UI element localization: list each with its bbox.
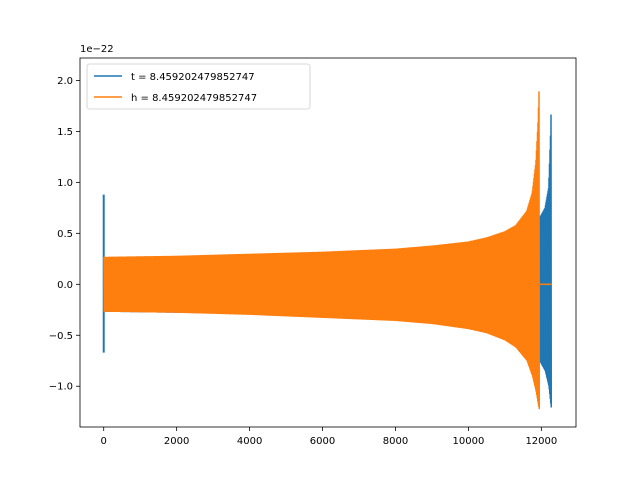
y-tick-label: 1.0 [57, 178, 73, 189]
x-tick-label: 2000 [164, 436, 189, 447]
x-tick-label: 4000 [237, 436, 262, 447]
y-tick-label: −1.0 [49, 382, 73, 393]
x-tick-label: 10000 [453, 436, 485, 447]
axes-frame [79, 57, 577, 428]
legend: t = 8.459202479852747 h = 8.4592024798527… [86, 63, 311, 110]
x-tick-label: 8000 [383, 436, 408, 447]
plot-area [102, 91, 552, 410]
y-offset-text: 1e−22 [80, 44, 114, 55]
y-tick-label: 0.0 [57, 280, 73, 291]
series-1-line [103, 91, 540, 410]
y-tick-label: 2.0 [57, 76, 73, 87]
legend-label-1: h = 8.459202479852747 [131, 93, 257, 104]
legend-label-0: t = 8.459202479852747 [131, 72, 255, 83]
y-tick-label: 0.5 [57, 229, 73, 240]
x-tick-label: 12000 [525, 436, 557, 447]
axes: 0 2000 4000 6000 8000 10000 12000 −1.0 −0.5 0.0 0.… [49, 57, 577, 447]
y-tick-label: −0.5 [49, 331, 73, 342]
legend-box [86, 63, 311, 110]
x-tick-label: 6000 [310, 436, 335, 447]
plot-clip-group [102, 91, 552, 410]
x-tick-label: 0 [101, 436, 107, 447]
y-tick-label: 1.5 [57, 127, 73, 138]
